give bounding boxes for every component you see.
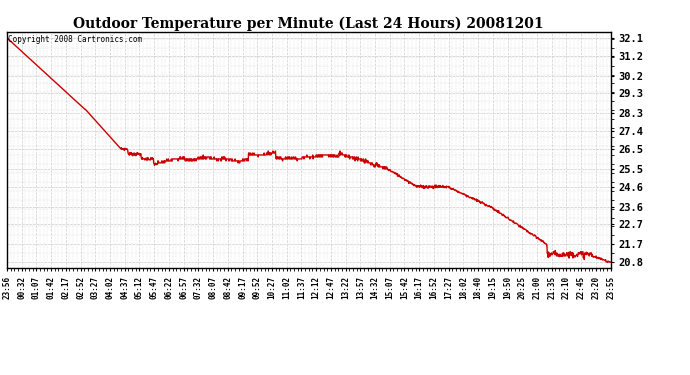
- Title: Outdoor Temperature per Minute (Last 24 Hours) 20081201: Outdoor Temperature per Minute (Last 24 …: [73, 16, 544, 31]
- Text: Copyright 2008 Cartronics.com: Copyright 2008 Cartronics.com: [8, 35, 142, 44]
